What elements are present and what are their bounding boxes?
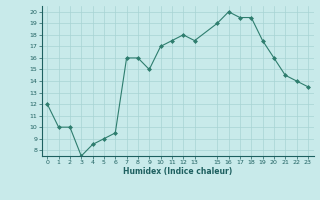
X-axis label: Humidex (Indice chaleur): Humidex (Indice chaleur) [123, 167, 232, 176]
